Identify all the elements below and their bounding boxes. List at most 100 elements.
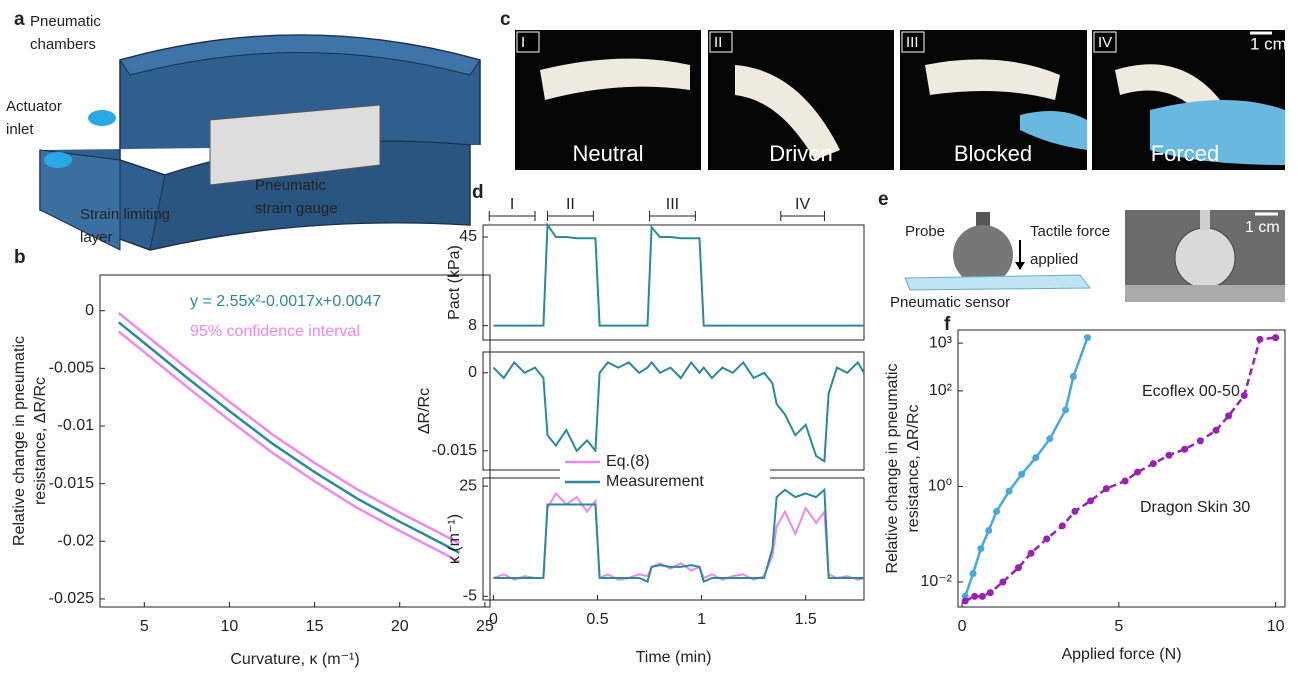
x-tick-label: 20 (391, 618, 409, 635)
label: applied (1030, 251, 1078, 268)
probe-illustration (904, 210, 1285, 302)
series-label: Dragon Skin 30 (1140, 499, 1250, 516)
data-point (1069, 372, 1077, 380)
callout: layer (80, 229, 113, 246)
y-axis-label: Pact (kPa) (446, 245, 463, 320)
series-line (492, 360, 865, 463)
data-point (1165, 451, 1173, 459)
data-point (1071, 507, 1079, 515)
phase-bracket (547, 211, 594, 221)
data-point (1134, 468, 1142, 476)
y-tick-label: 10⁰ (928, 478, 952, 495)
callout: Strain limiting (80, 206, 170, 223)
y-tick-label: 10⁻² (920, 573, 952, 590)
data-point (1272, 334, 1280, 342)
panel-label: a (14, 9, 25, 30)
x-tick-label: 5 (1114, 618, 1123, 635)
data-point (1027, 549, 1035, 557)
data-point (1062, 406, 1070, 414)
data-point (1121, 477, 1129, 485)
data-point (961, 597, 969, 605)
x-axis-label: Curvature, κ (m⁻¹) (230, 651, 359, 668)
plot-frame (482, 224, 865, 341)
y-tick-label: -0.015 (49, 475, 94, 492)
legend-entry: 95% confidence interval (190, 323, 360, 340)
data-point (1240, 392, 1248, 400)
legend-entry: Eq.(8) (606, 453, 650, 470)
x-tick-label: 1 (697, 611, 706, 628)
y-axis-label: resistance, ΔR/Rc (32, 377, 49, 505)
callout: strain gauge (255, 200, 338, 217)
actuator-illustration (39, 34, 481, 251)
x-tick-label: 1.5 (795, 611, 817, 628)
series-line (964, 337, 1089, 597)
data-point (1225, 412, 1233, 420)
callout: Pneumatic (30, 13, 101, 30)
y-axis-label: Relative change in pneumatic (11, 336, 28, 546)
plot-frame (957, 329, 1286, 608)
x-axis-label: Time (min) (636, 649, 712, 666)
y-tick-label: -0.015 (432, 442, 477, 459)
data-point (977, 545, 985, 553)
data-point (969, 570, 977, 578)
x-tick-label: 10 (221, 618, 239, 635)
data-point (971, 592, 979, 600)
scale-label: 1 cm (1250, 34, 1287, 53)
y-tick-label: 10³ (929, 334, 953, 351)
x-tick-label: 0 (958, 618, 967, 635)
series-label: Ecoflex 00-50 (1142, 383, 1240, 400)
data-point (1102, 485, 1110, 493)
y-axis-label: κ (m⁻¹) (446, 514, 463, 564)
data-point (1046, 435, 1054, 443)
x-axis-label: Applied force (N) (1061, 646, 1181, 663)
photo-caption: Forced (1151, 141, 1219, 166)
photo-caption: Driven (769, 141, 833, 166)
y-tick-label: -0.005 (49, 360, 94, 377)
stage-label: II (714, 34, 722, 51)
y-axis-label: resistance, ΔR/Rc (905, 404, 922, 532)
stage-badge (1093, 31, 1117, 53)
photo-caption: Blocked (954, 141, 1032, 166)
y-tick-label: 45 (459, 228, 477, 245)
series-line (493, 222, 864, 327)
phase-bracket (488, 211, 536, 221)
data-point (1043, 535, 1051, 543)
x-tick-label: 15 (306, 618, 324, 635)
y-axis-label: Relative change in pneumatic (884, 364, 901, 574)
x-tick-label: 0.5 (586, 611, 608, 628)
data-point (1015, 564, 1023, 572)
y-tick-label: 8 (468, 317, 477, 334)
stage-label: I (521, 34, 525, 51)
data-point (986, 589, 994, 597)
photo-strip (515, 30, 1285, 170)
data-point (1005, 487, 1013, 495)
stage-label: IV (1098, 34, 1112, 51)
data-point (978, 592, 986, 600)
y-tick-label: -0.01 (58, 417, 95, 434)
data-point (1087, 497, 1095, 505)
x-tick-label: 10 (1267, 618, 1285, 635)
data-point (1212, 426, 1220, 434)
phase-label: II (566, 196, 575, 213)
series-line (493, 487, 864, 583)
phase-bracket (649, 211, 696, 221)
phase-bracket (780, 211, 825, 221)
photo-caption: Neutral (573, 141, 644, 166)
y-tick-label: 0 (85, 302, 94, 319)
label: Probe (905, 223, 945, 240)
data-point (1083, 334, 1091, 342)
scale-label: 1 cm (1245, 219, 1280, 236)
panel-label: e (878, 189, 889, 210)
y-tick-label: 10² (929, 382, 953, 399)
data-point (1256, 335, 1264, 343)
legend-entry: y = 2.55x²-0.0017x+0.0047 (190, 293, 381, 310)
series-line (964, 336, 1276, 603)
callout: Pneumatic (255, 177, 326, 194)
stage-badge (516, 31, 540, 53)
y-tick-label: -0.02 (58, 533, 95, 550)
x-tick-label: 5 (140, 618, 149, 635)
x-tick-label: 0 (489, 611, 498, 628)
y-tick-label: -0.025 (49, 590, 94, 607)
panel-label: b (14, 247, 26, 268)
